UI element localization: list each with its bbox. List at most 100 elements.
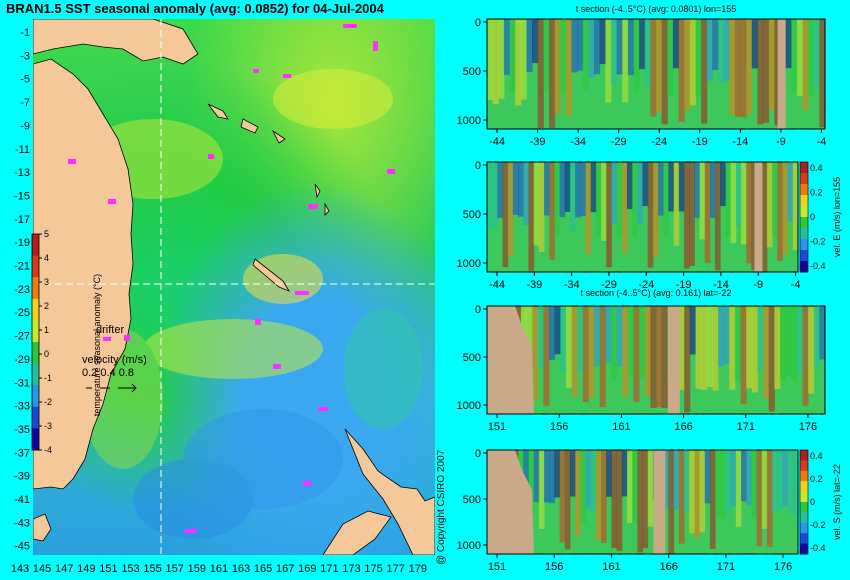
panel-y-tick: 500 (463, 209, 481, 221)
panel-title-t-lon: t section (-4..5°C) (avg: 0.0801) lon=15… (575, 4, 737, 14)
panel-x-tick: 171 (717, 561, 735, 573)
panel-section-stripe (633, 19, 640, 92)
panel-section-stripe (520, 306, 527, 387)
panel-colorbar-segment (800, 522, 808, 534)
map-lat-axis: -1 -3 -5 -7 -9 -11 -13 -15 -17 -19 -21 -23 -25 -27 -29… (14, 27, 30, 553)
panel-section-stripe (559, 162, 566, 218)
panel-section-stripe (735, 450, 742, 527)
panel-section-stripe (819, 19, 826, 128)
panel-section-stripe (564, 162, 571, 212)
map-lat-tick: -25 (14, 307, 30, 319)
panel-land-mask (777, 19, 786, 129)
panel-section-stripe (487, 306, 494, 379)
panel-section-stripe (730, 162, 737, 244)
map-lat-tick: -17 (14, 214, 30, 226)
panel-section-stripe (766, 450, 773, 548)
panel-section-stripe (515, 19, 522, 106)
panel-section-stripe (509, 306, 516, 371)
panel-section-stripe (717, 306, 725, 367)
panel-section-stripe (518, 162, 524, 217)
panel-section-stripe (683, 162, 690, 269)
panel-colorbar-segment (800, 460, 808, 472)
panel-section-stripe (512, 162, 519, 215)
panel-section-stripe (656, 306, 663, 408)
panel-section-stripe (787, 450, 794, 514)
panel-x-tick: -4 (791, 279, 801, 291)
panel-section-stripe (571, 19, 578, 73)
panel-section-stripe (594, 19, 601, 75)
map-colorbar-tick: 0 (44, 349, 49, 359)
panel-x-tick: 151 (488, 421, 506, 433)
panel-colorbar-segment (800, 228, 808, 240)
panel-section-stripe (694, 450, 701, 539)
panel-section-stripe (515, 306, 522, 414)
panel-section-stripe (672, 19, 680, 69)
panel-section-stripe (673, 162, 680, 246)
map-colorbar: 5 4 3 2 1 0 -1 -2 -3 -4 temperature seasonal anom… (31, 230, 102, 455)
panel-section-stripe (819, 306, 826, 360)
map-lat-tick: -37 (14, 447, 30, 459)
map-svg (33, 19, 435, 555)
panel-section-stripe (712, 19, 719, 71)
panel-y-tick: 500 (463, 494, 481, 506)
panel-colorbar-segment (800, 173, 808, 185)
panel-section-stripe (813, 19, 820, 89)
panel-land-mask (487, 306, 534, 414)
panel-x-tick: -39 (530, 136, 546, 148)
panel-section-stripe (582, 306, 589, 403)
panel-section-stripe (497, 162, 504, 218)
panel-section-stripe (791, 306, 798, 382)
panel-section-stripe (595, 450, 602, 540)
panel-section-stripe (590, 450, 597, 511)
panel-plot-area (487, 162, 798, 272)
panel-section-stripe (526, 19, 533, 72)
map-lon-tick: 149 (77, 563, 95, 575)
panel-section-stripe (751, 450, 758, 518)
drifter-legend-label: drifter (96, 324, 125, 336)
panel-section-stripe (656, 19, 663, 112)
panel-section-stripe (723, 306, 730, 364)
panel-section-stripe (605, 306, 612, 363)
panel-colorbar-tick: -0.4 (810, 543, 826, 553)
map-colorbar-segment (32, 298, 39, 321)
panel-x-tick: 176 (799, 421, 817, 433)
panel-x-tick: -9 (776, 136, 786, 148)
panel-section-stripe (652, 162, 659, 258)
panel-section-stripe (610, 306, 618, 379)
panel-section-stripe (492, 306, 499, 413)
panel-section-stripe (627, 19, 634, 76)
panel-section-stripe (528, 450, 535, 517)
map-lat-tick: -9 (20, 120, 30, 132)
panel-section-stripe (751, 162, 758, 271)
panel-section-stripe (503, 306, 511, 399)
map-lon-tick: 157 (166, 563, 184, 575)
panel-section-stripe (644, 306, 651, 397)
panel-section-stripe (735, 162, 742, 227)
map-lon-tick: 169 (298, 563, 316, 575)
panel-section-stripe (763, 19, 770, 123)
panel-section-stripe (779, 306, 787, 381)
panel-section-stripe (621, 162, 628, 254)
panel-section-stripe (663, 162, 669, 236)
panel-colorbar-label: vel. E (m/s) lon=155 (832, 177, 842, 257)
panel-section-stripe (616, 450, 623, 551)
map-colorbar-segment (32, 363, 39, 386)
panel-colorbar-segment (800, 450, 808, 461)
panel-section-stripe (565, 306, 572, 388)
panel-section-stripe (757, 306, 764, 372)
panel-plot-area (487, 450, 798, 554)
panel-section-stripe (772, 162, 778, 238)
panel-colorbar-segment (800, 217, 808, 229)
map-lon-axis: 143 145 147 149 151 153 155 157 159 161 163 165 167 1… (11, 563, 427, 575)
panel-y-tick: 0 (475, 304, 481, 316)
tasmania-landmass (33, 513, 52, 542)
map-lat-tick: -43 (14, 517, 30, 529)
panel-section-stripe (663, 450, 669, 509)
drifter-markers (68, 24, 395, 533)
map-lon-tick: 179 (409, 563, 427, 575)
map-colorbar-segment (32, 342, 39, 365)
panel-colorbar-segment (800, 162, 808, 174)
panel-colorbar-segment (800, 206, 808, 218)
panel-section-stripe (569, 162, 576, 232)
panel-section-stripe (678, 306, 685, 391)
